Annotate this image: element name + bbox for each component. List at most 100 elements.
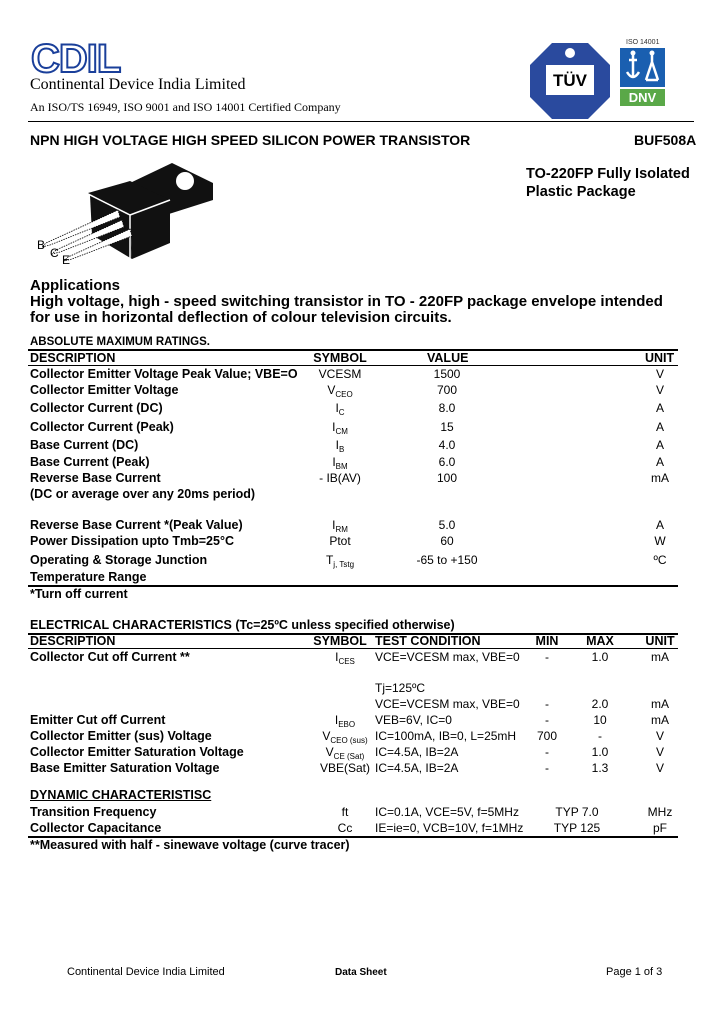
row-max: 1.3	[591, 761, 609, 775]
symbol-main: I	[335, 438, 339, 452]
symbol-main: Ptot	[329, 534, 351, 548]
package-line-1: TO-220FP Fully Isolated	[526, 166, 690, 182]
column-header: MIN	[535, 634, 559, 648]
row-unit: A	[655, 455, 665, 469]
symbol-main: I	[332, 455, 336, 469]
row-unit: ºC	[653, 553, 667, 567]
symbol-cell: IBM	[332, 455, 347, 474]
row-min: -	[545, 650, 549, 664]
test-condition: IC=4.5A, IB=2A	[375, 761, 459, 775]
column-header: MAX	[586, 634, 614, 648]
test-condition: VCE=VCESM max, VBE=0	[375, 697, 520, 711]
test-condition: IC=0.1A, VCE=5V, f=5MHz	[375, 805, 519, 819]
row-description: (DC or average over any 20ms period)	[30, 487, 256, 501]
dnv-logo: DNV	[620, 89, 665, 106]
row-unit: A	[655, 438, 665, 452]
symbol-main: V	[325, 745, 334, 759]
symbol-main: - IB(AV)	[319, 471, 361, 485]
footer-doc-type: Data Sheet	[335, 967, 387, 978]
abs-max-title: ABSOLUTE MAXIMUM RATINGS.	[30, 336, 210, 348]
row-description: Collector Cut off Current **	[30, 650, 190, 664]
test-condition: VCE=VCESM max, VBE=0	[375, 650, 520, 664]
row-unit: V	[655, 761, 665, 775]
table-rule	[28, 836, 678, 838]
dynamic-title: DYNAMIC CHARACTERISTISC	[30, 788, 212, 802]
certification-text: An ISO/TS 16949, ISO 9001 and ISO 14001 …	[30, 100, 341, 114]
row-unit: mA	[651, 650, 669, 664]
column-header: VALUE	[427, 351, 469, 365]
dnv-anchor-logo	[620, 48, 665, 87]
row-description: Transition Frequency	[30, 805, 157, 819]
table-rule	[28, 585, 678, 587]
symbol-subscript: CE (Sat)	[333, 752, 365, 761]
row-description: Collector Current (Peak)	[30, 420, 174, 434]
symbol-subscript: CES	[338, 657, 355, 666]
product-description: NPN HIGH VOLTAGE HIGH SPEED SILICON POWE…	[30, 132, 471, 148]
symbol-cell: VCEO	[327, 383, 352, 402]
symbol-cell: IRM	[332, 518, 348, 537]
symbol-cell: ICES	[335, 650, 355, 669]
row-max: 10	[593, 713, 607, 727]
symbol-subscript: RM	[335, 525, 348, 534]
table-rule	[28, 633, 678, 635]
symbol-cell: IB	[336, 438, 345, 457]
company-name: Continental Device India Limited	[30, 76, 246, 93]
row-description: Temperature Range	[30, 570, 147, 584]
package-line-2: Plastic Package	[526, 184, 636, 200]
symbol-main: V	[327, 383, 336, 397]
row-value: 700	[436, 383, 458, 397]
column-header: DESCRIPTION	[30, 634, 116, 648]
row-unit: A	[655, 420, 665, 434]
footer-company: Continental Device India Limited	[67, 966, 225, 978]
symbol-subscript: CEO (sus)	[330, 736, 368, 745]
symbol-cell: ft	[341, 805, 349, 819]
row-description: Collector Emitter (sus) Voltage	[30, 729, 212, 743]
column-header: UNIT	[645, 351, 675, 365]
row-unit: mA	[651, 471, 669, 485]
row-description: Base Emitter Saturation Voltage	[30, 761, 220, 775]
row-unit: V	[655, 367, 665, 381]
symbol-subscript: CEO	[335, 390, 353, 399]
row-max: -	[598, 729, 602, 743]
row-description: Collector Capacitance	[30, 821, 162, 835]
tuv-text: TÜV	[553, 71, 588, 90]
row-min: 700	[536, 729, 558, 743]
row-value: 6.0	[438, 455, 456, 469]
pin-label-c: C	[50, 246, 59, 260]
column-header: SYMBOL	[313, 351, 367, 365]
symbol-main: VBE(Sat)	[319, 761, 371, 775]
symbol-cell: ICM	[332, 420, 348, 439]
applications-line-2: for use in horizontal deflection of colo…	[30, 309, 452, 326]
symbol-cell: IC	[335, 401, 344, 420]
row-description: Collector Current (DC)	[30, 401, 163, 415]
row-value: 8.0	[438, 401, 456, 415]
abs-max-footnote: *Turn off current	[30, 587, 128, 601]
row-max: 1.0	[591, 745, 609, 759]
row-value: 4.0	[438, 438, 456, 452]
symbol-cell: Cc	[337, 821, 353, 835]
symbol-subscript: BM	[335, 462, 348, 471]
symbol-main: T	[325, 553, 334, 567]
row-unit: V	[655, 745, 665, 759]
symbol-subscript: CM	[335, 427, 348, 436]
pin-label-b: B	[37, 238, 46, 252]
electrical-title: ELECTRICAL CHARACTERISTICS (Tc=25ºC unle…	[30, 618, 455, 632]
symbol-cell: VCEO (sus)	[322, 729, 367, 748]
row-description: Collector Emitter Voltage Peak Value; VB…	[30, 367, 298, 381]
test-condition: IC=100mA, IB=0, L=25mH	[375, 729, 517, 743]
row-unit: V	[655, 729, 665, 743]
row-min: -	[545, 745, 549, 759]
symbol-main: VCESM	[318, 367, 362, 381]
symbol-cell: Tj, Tstg	[326, 553, 354, 572]
symbol-main: I	[334, 713, 339, 727]
symbol-subscript: C	[338, 408, 345, 417]
symbol-subscript: j, Tstg	[333, 560, 355, 569]
symbol-cell: VBE(Sat)	[320, 761, 370, 775]
test-condition: IE=ie=0, VCB=10V, f=1MHz	[375, 821, 524, 835]
pin-label-e: E	[62, 253, 71, 267]
symbol-cell: IEBO	[335, 713, 355, 732]
row-unit: mA	[651, 697, 669, 711]
electrical-footnote: **Measured with half - sinewave voltage …	[30, 838, 350, 852]
test-condition: VEB=6V, IC=0	[375, 713, 452, 727]
row-description: Collector Emitter Voltage	[30, 383, 179, 397]
